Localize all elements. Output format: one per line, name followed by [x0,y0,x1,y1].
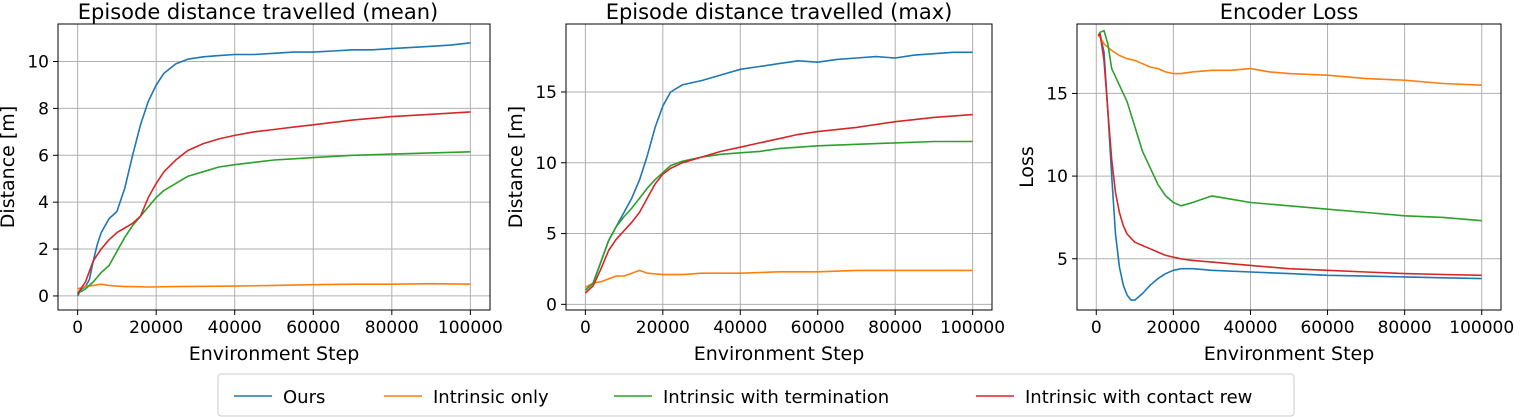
y-tick-label: 10 [535,154,557,174]
series-line-intrinsic-with-termination [77,151,471,295]
x-tick-label: 80000 [868,318,922,338]
x-tick-label: 0 [72,318,83,338]
y-tick-label: 10 [27,53,49,73]
series-group [584,51,973,294]
chart-panel-2: 0 20000 40000 60000 80000 100000 0 5 10 15 Episode… [505,0,1005,365]
x-tick-label: 0 [580,318,591,338]
y-tick-label: 5 [546,225,557,245]
y-tick-label: 5 [1057,250,1068,270]
plot-frame [565,23,993,311]
y-tick-label: 15 [535,83,557,103]
chart-panel-3: 0 20000 40000 60000 80000 100000 5 10 15 Encoder … [1016,0,1514,365]
x-tick-label: 80000 [1378,318,1432,338]
y-tick-label: 2 [38,240,49,260]
y-axis-label: Distance [m] [505,106,527,228]
series-line-intrinsic-with-contact-rew [584,113,973,294]
y-tick-label: 4 [38,193,49,213]
plot-frame [1076,23,1502,311]
chart-title: Episode distance travelled (mean) [78,0,438,24]
series-line-ours [76,42,471,297]
series-line-intrinsic-only [1097,34,1482,86]
y-tick-label: 0 [38,287,49,307]
legend-label-intrinsic-contact: Intrinsic with contact rew [1025,387,1252,408]
x-tick-label: 20000 [1146,318,1200,338]
series-line-intrinsic-only [77,282,471,290]
plot-frame [57,23,491,311]
legend: Ours Intrinsic only Intrinsic with termi… [217,373,1295,417]
y-tick-label: 0 [546,295,557,315]
x-tick-label: 60000 [791,318,845,338]
series-line-intrinsic-with-contact-rew [76,111,471,295]
x-tick-label: 60000 [1300,318,1354,338]
y-axis-label: Loss [1016,146,1038,188]
series-group [1097,29,1482,301]
x-tick-label: 20000 [129,318,183,338]
series-line-intrinsic-with-termination [1097,29,1482,222]
x-tick-label: 40000 [1223,318,1277,338]
x-tick-label: 60000 [286,318,340,338]
x-tick-label: 40000 [208,318,262,338]
chart-title: Episode distance travelled (max) [606,0,953,24]
x-axis-label: Environment Step [1204,343,1375,365]
series-line-intrinsic-only [585,269,973,289]
legend-label-ours: Ours [283,387,325,408]
y-axis-label: Distance [m] [0,106,19,228]
x-tick-label: 100000 [1449,318,1514,338]
legend-label-intrinsic-termination: Intrinsic with termination [663,387,889,408]
x-tick-label: 100000 [438,318,503,338]
x-tick-label: 40000 [713,318,767,338]
y-tick-label: 10 [1046,167,1068,187]
chart-panel-1: 0 20000 40000 60000 80000 100000 0 2 4 6 8 10 Episod… [0,0,503,365]
series-group [76,42,471,297]
x-axis-label: Environment Step [189,343,360,365]
y-tick-label: 6 [38,146,49,166]
x-tick-label: 0 [1091,318,1102,338]
legend-label-intrinsic-only: Intrinsic only [433,387,549,408]
x-tick-label: 80000 [365,318,419,338]
series-line-ours [584,51,973,291]
y-tick-label: 15 [1046,84,1068,104]
series-line-intrinsic-with-contact-rew [1097,33,1482,277]
legend-frame [217,373,1295,417]
series-line-ours [1097,33,1482,301]
x-tick-label: 100000 [940,318,1005,338]
series-line-intrinsic-with-termination [584,140,973,291]
x-axis-label: Environment Step [694,343,865,365]
chart-title: Encoder Loss [1220,0,1359,24]
x-tick-label: 20000 [636,318,690,338]
y-tick-label: 8 [38,99,49,119]
